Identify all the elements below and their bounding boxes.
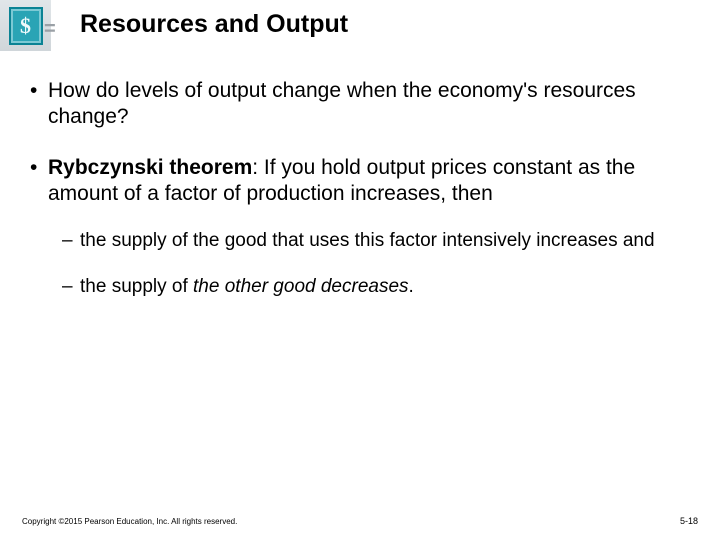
equals-icon: = [44,18,56,41]
bullet-2-lead: Rybczynski theorem [48,156,252,179]
dollar-glyph: $ [20,13,31,39]
bullet-1-text: How do levels of output change when the … [48,79,636,128]
slide-content: How do levels of output change when the … [30,78,690,323]
sub-bullet-1-text: the supply of the good that uses this fa… [80,230,655,251]
sub-bullet-1: the supply of the good that uses this fa… [48,229,690,253]
slide: $ = Resources and Output How do levels o… [0,0,720,540]
sub-bullet-2: the supply of the other good decreases. [48,275,690,299]
dollar-icon: $ [9,7,43,45]
footer-copyright: Copyright ©2015 Pearson Education, Inc. … [22,517,237,526]
bullet-list: How do levels of output change when the … [30,78,690,299]
sub-bullet-list: the supply of the good that uses this fa… [48,229,690,299]
sub-bullet-2-a: the supply of [80,276,193,297]
slide-title: Resources and Output [80,10,348,39]
footer-page-number: 5-18 [680,516,698,526]
sub-bullet-2-b: the other good decreases [193,276,409,297]
bullet-2: Rybczynski theorem: If you hold output p… [30,155,690,299]
sub-bullet-2-c: . [409,276,414,297]
bullet-1: How do levels of output change when the … [30,78,690,131]
